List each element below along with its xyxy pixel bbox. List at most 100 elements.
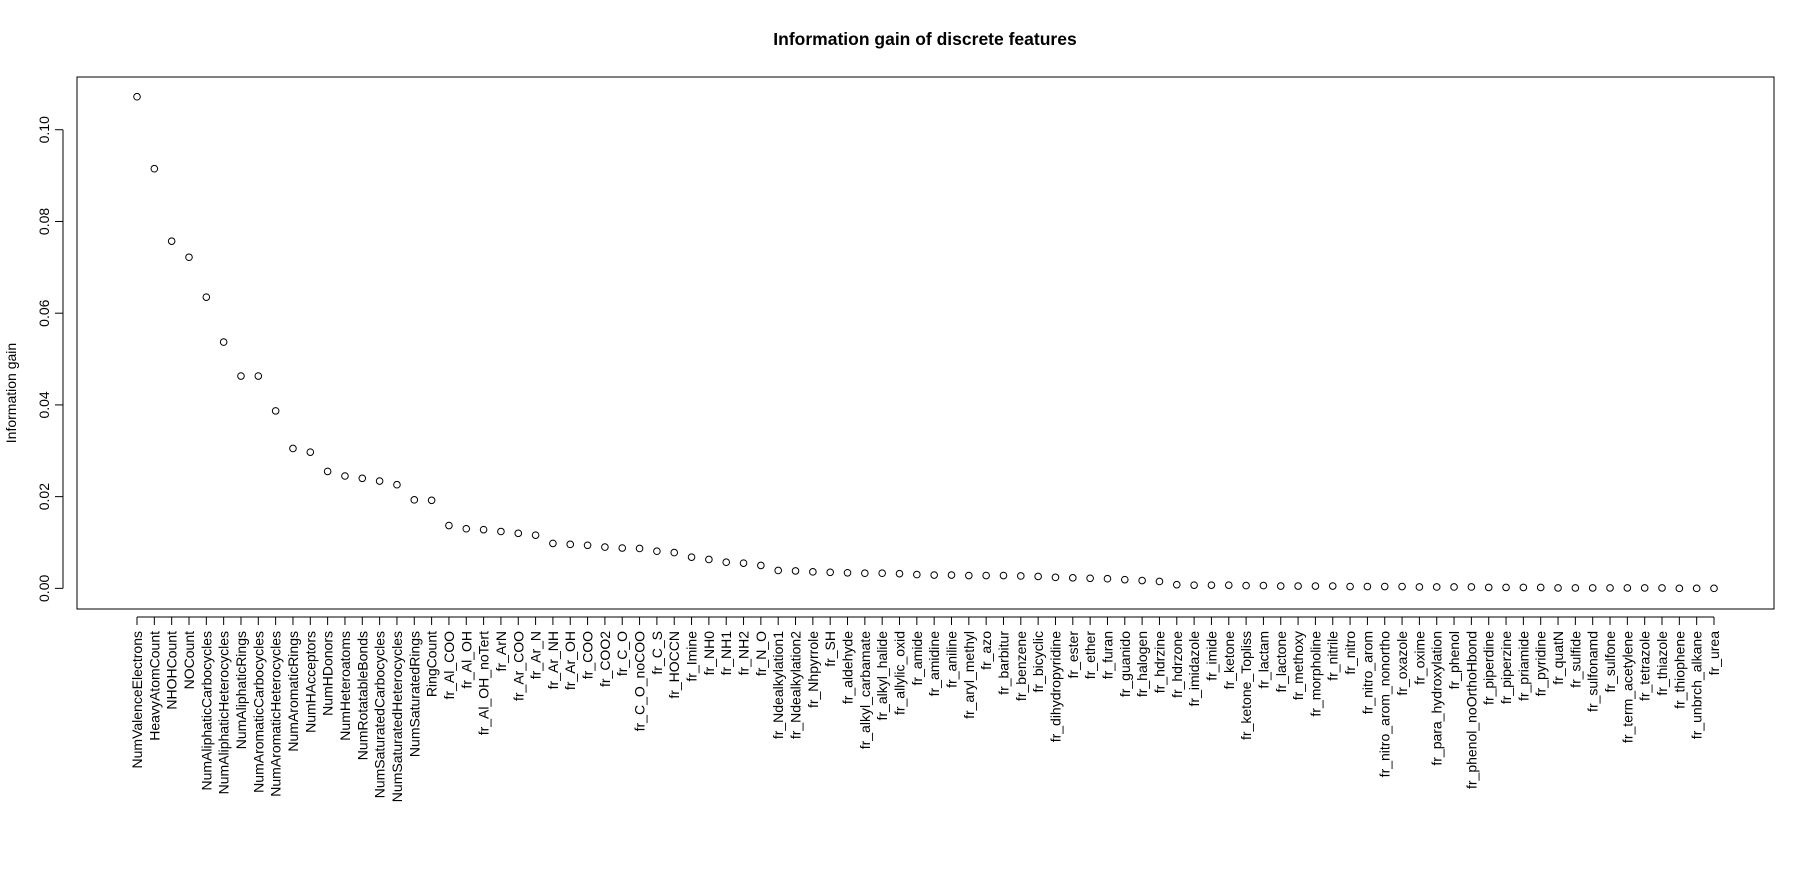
data-point — [1120, 575, 1129, 584]
data-point — [1069, 574, 1077, 582]
data-point — [861, 569, 869, 578]
data-point — [1311, 582, 1320, 590]
data-point — [167, 237, 176, 245]
x-tick-label: fr_C_O — [614, 631, 630, 676]
data-point — [1606, 584, 1614, 592]
x-tick-label: fr_phenol — [1446, 631, 1462, 689]
x-tick-label: fr_oxazole — [1394, 631, 1410, 696]
x-tick-label: fr_NH1 — [718, 631, 734, 676]
x-tick-label: fr_imide — [1203, 631, 1219, 681]
x-tick-label: fr_thiazole — [1654, 631, 1670, 696]
data-point — [393, 480, 401, 489]
y-axis-label: Information gain — [3, 343, 19, 443]
x-tick-label: fr_ketone_Topliss — [1238, 631, 1254, 740]
x-tick-label: fr_nitrile — [1325, 631, 1341, 681]
data-point — [1467, 583, 1476, 591]
data-point — [237, 372, 245, 380]
x-tick-label: fr_C_O_noCOO — [632, 631, 648, 731]
x-tick-label: fr_benzene — [1013, 631, 1029, 701]
data-points — [133, 92, 1718, 593]
x-tick-label: fr_guanido — [1117, 631, 1133, 697]
x-tick-label: fr_amidine — [926, 631, 942, 697]
x-tick-label: fr_bicyclic — [1030, 631, 1046, 692]
y-tick-label: 0.08 — [36, 208, 52, 235]
data-point — [289, 444, 297, 453]
x-tick-label: fr_Ndealkylation1 — [770, 631, 786, 739]
data-point — [999, 571, 1008, 580]
plot-area-frame — [76, 76, 1775, 610]
x-tick-label: fr_amide — [909, 631, 925, 686]
x-tick-label: fr_para_hydroxylation — [1429, 631, 1445, 766]
x-tick-label: fr_oxime — [1411, 631, 1427, 685]
data-point — [514, 529, 523, 538]
data-point — [774, 566, 782, 575]
x-tick-label: fr_piperzine — [1498, 631, 1514, 704]
x-tick-label: fr_methoxy — [1290, 631, 1306, 700]
x-tick-label: fr_morpholine — [1307, 631, 1323, 717]
data-point — [1346, 582, 1354, 591]
data-point — [1190, 581, 1198, 589]
x-tick-label: fr_Ar_N — [528, 631, 544, 679]
data-point — [1502, 583, 1510, 592]
x-tick-label: fr_alkyl_carbamate — [857, 631, 873, 749]
x-tick-label: fr_priamide — [1515, 631, 1531, 701]
data-point — [1034, 572, 1042, 581]
x-tick-label: NumSaturatedCarbocycles — [372, 631, 388, 798]
x-tick-label: fr_alkyl_halide — [874, 631, 890, 721]
data-point — [497, 527, 505, 536]
x-tick-label: fr_nitro_arom_nonortho — [1377, 631, 1393, 778]
x-tick-label: NumValenceElectrons — [129, 631, 145, 768]
x-tick-label: fr_dihydropyridine — [1047, 631, 1063, 742]
data-point — [1138, 576, 1146, 585]
x-tick-label: fr_Ar_COO — [510, 631, 526, 701]
data-point — [895, 569, 904, 578]
data-point — [375, 477, 384, 485]
data-point — [566, 540, 575, 549]
data-point — [1051, 573, 1060, 582]
data-point — [1519, 583, 1528, 592]
y-tick-label: 0.04 — [36, 391, 52, 418]
x-tick-label: NumAromaticHeterocycles — [268, 631, 284, 797]
data-point — [618, 544, 627, 552]
data-point — [826, 568, 834, 577]
data-point — [1103, 574, 1112, 583]
chart-title: Information gain of discrete features — [773, 29, 1077, 49]
data-point — [1710, 584, 1718, 593]
data-point — [705, 555, 713, 564]
data-point — [1588, 584, 1597, 592]
x-tick-label: fr_aniline — [943, 631, 959, 688]
x-tick-label: fr_piperdine — [1481, 631, 1497, 705]
data-point — [479, 525, 488, 534]
y-tick-label: 0.00 — [36, 575, 52, 602]
x-tick-label: fr_ester — [1065, 631, 1081, 679]
x-tick-label: NumHeteroatoms — [337, 631, 353, 741]
data-point — [306, 448, 315, 456]
x-tick-label: NumHDonors — [320, 631, 336, 716]
x-tick-label: fr_NH2 — [736, 631, 752, 676]
x-tick-label: fr_barbitur — [995, 631, 1011, 695]
x-tick-label: fr_NH0 — [701, 631, 717, 676]
data-point — [323, 467, 332, 476]
y-tick-label: 0.06 — [36, 299, 52, 326]
x-tick-label: fr_COO — [580, 631, 596, 679]
data-point — [1692, 584, 1701, 593]
x-tick-label: fr_HOCCN — [666, 631, 682, 699]
data-point — [1207, 581, 1216, 589]
data-point — [947, 571, 956, 579]
data-point — [531, 531, 540, 539]
data-point — [722, 558, 731, 567]
data-point — [219, 338, 228, 346]
x-tick-label: fr_aldehyde — [840, 631, 856, 704]
data-point — [462, 524, 471, 533]
data-point — [1363, 582, 1372, 591]
x-tick-label: fr_C_S — [649, 631, 665, 675]
x-tick-label: fr_lactam — [1255, 631, 1271, 689]
x-tick-label: fr_allylic_oxid — [892, 631, 908, 715]
x-tick-label: fr_sulfonamd — [1585, 631, 1601, 712]
x-tick-label: NumAliphaticHeterocycles — [216, 631, 232, 794]
x-tick-label: NHOHCount — [164, 631, 180, 710]
data-point — [930, 571, 938, 579]
x-tick-label: fr_thiophene — [1671, 631, 1687, 709]
data-point — [1450, 583, 1458, 591]
